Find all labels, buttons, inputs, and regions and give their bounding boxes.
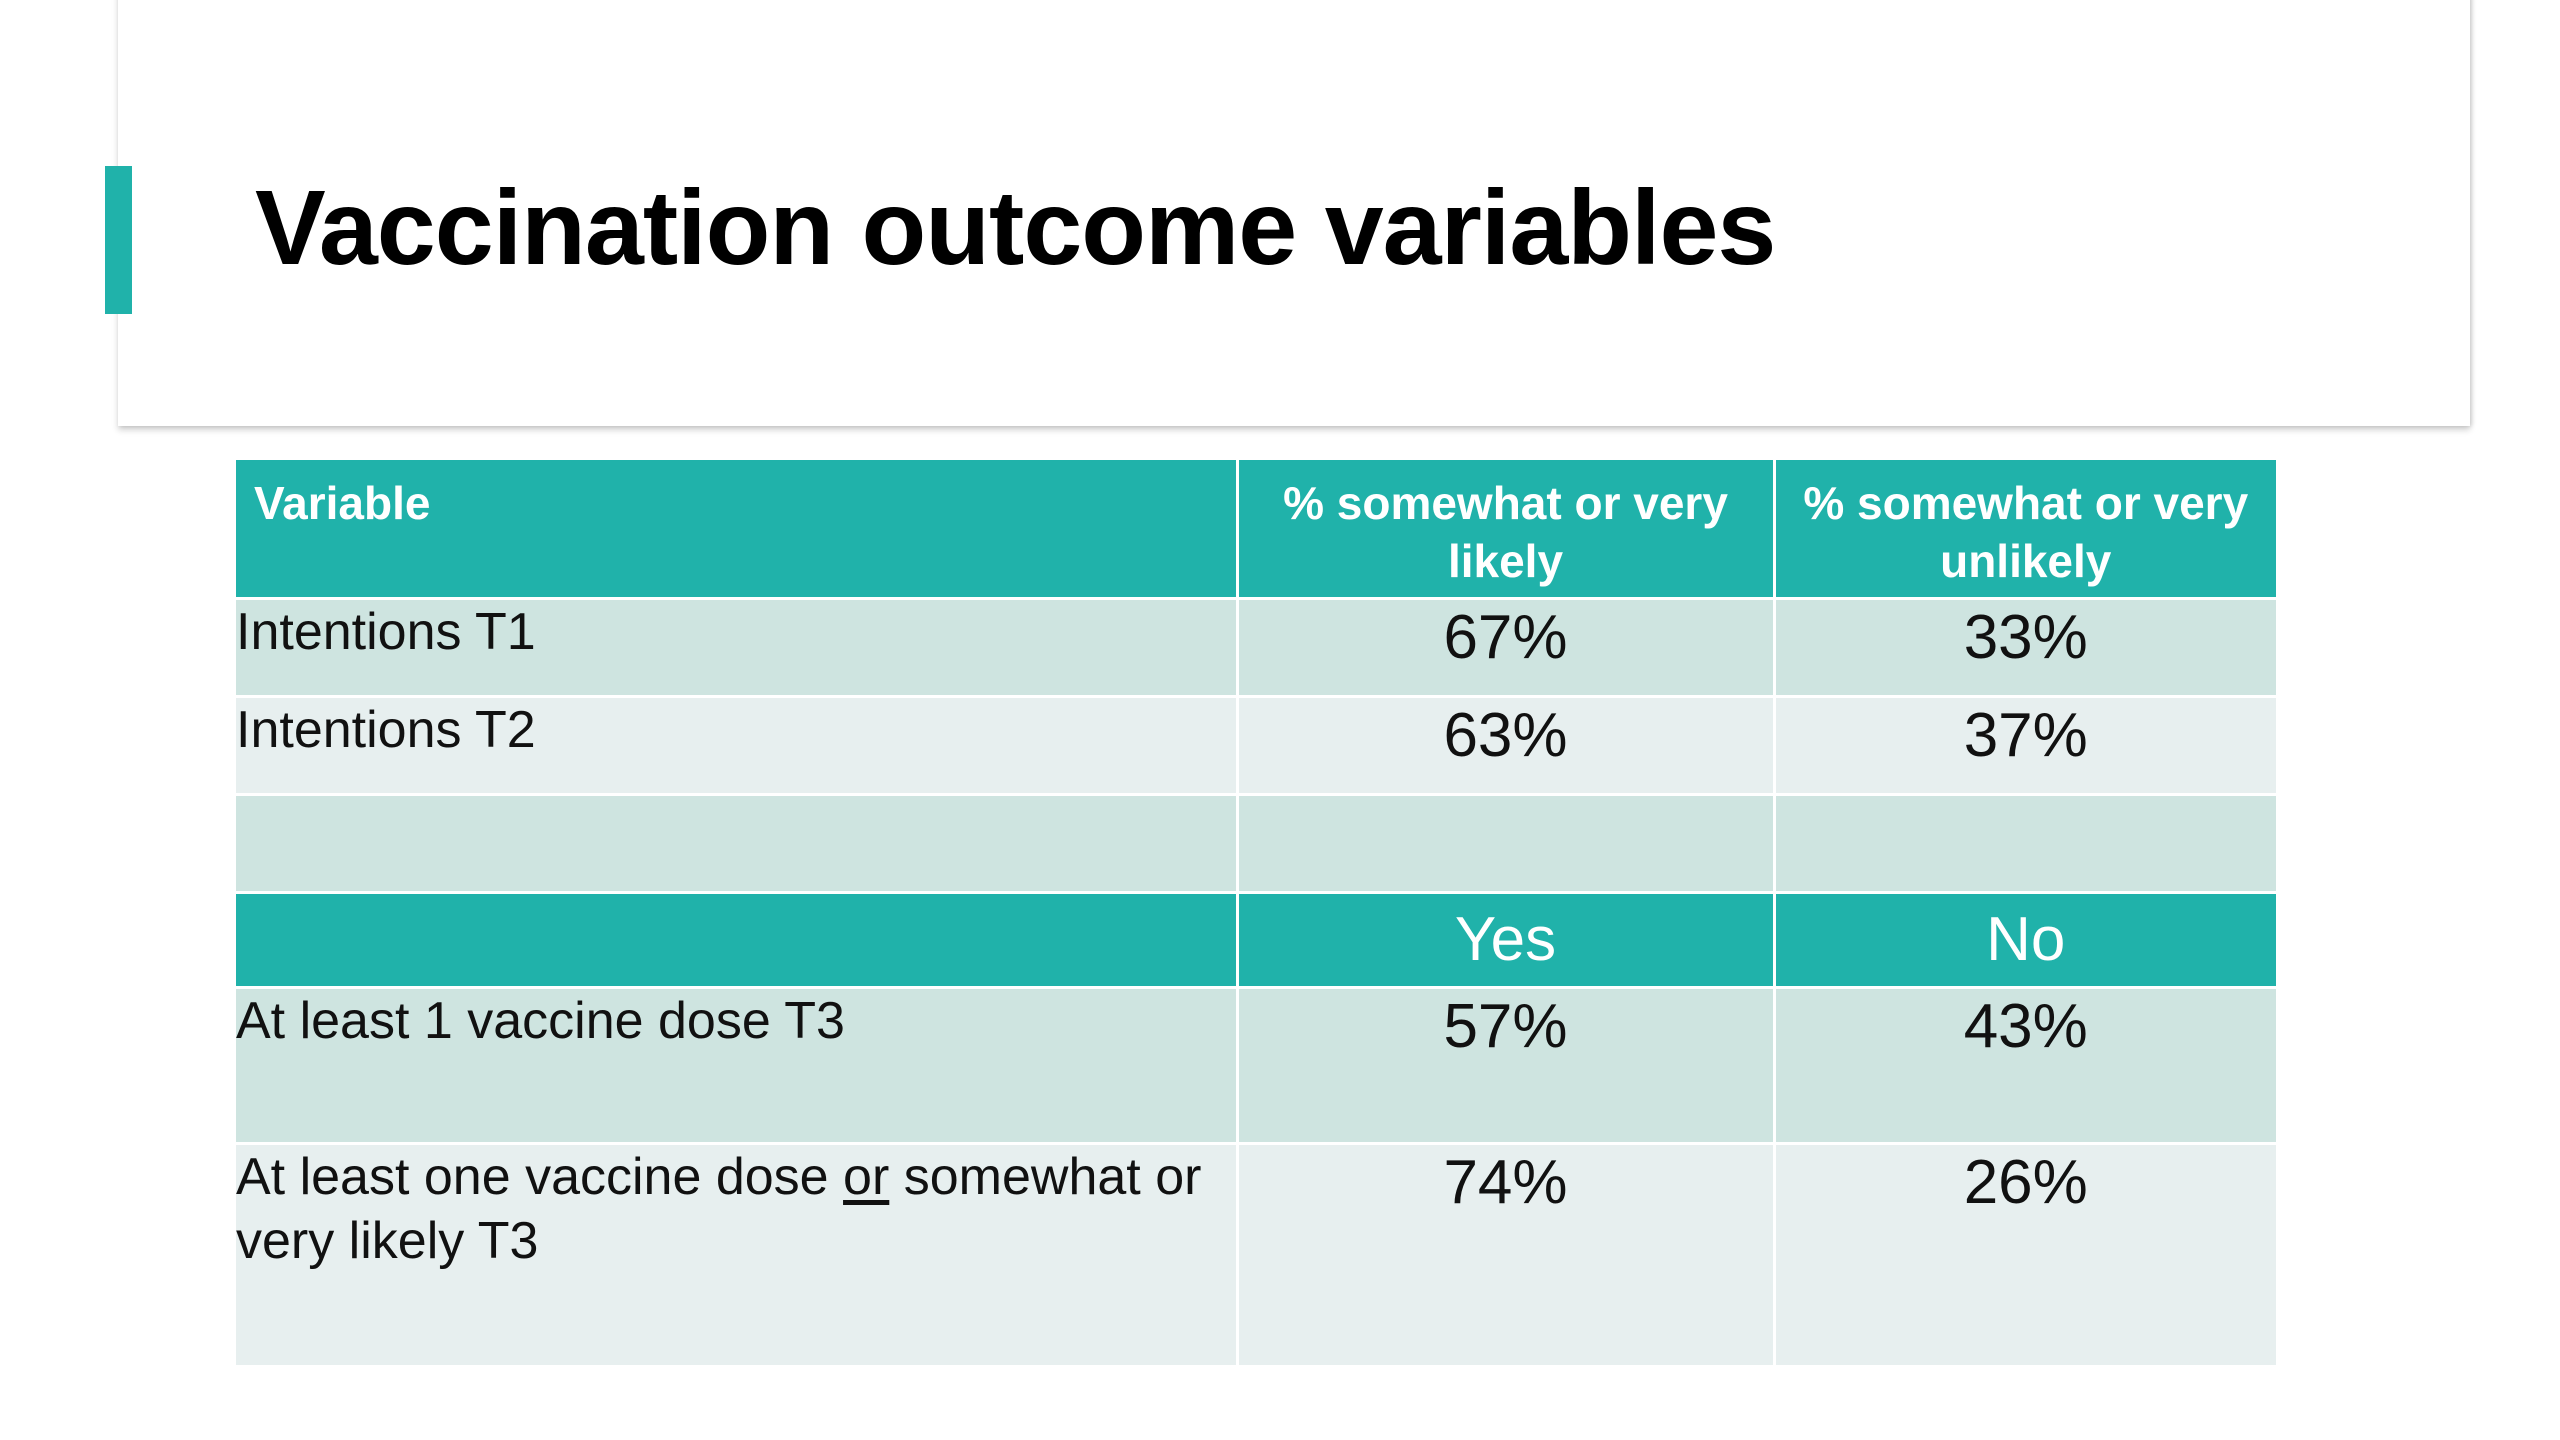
row-label-part2: somewhat or very likely T3 — [236, 1147, 1202, 1270]
slide-title: Vaccination outcome variables — [255, 169, 1776, 287]
row-value-yes: 74% — [1237, 1143, 1776, 1368]
table-row: Intentions T1 67% 33% — [236, 598, 2276, 698]
table-row: Intentions T2 63% 37% — [236, 696, 2276, 796]
subheader-yes: Yes — [1237, 892, 1776, 989]
row-value-unlikely: 33% — [1774, 598, 2276, 698]
title-panel — [118, 0, 2470, 426]
table-row: At least 1 vaccine dose T3 57% 43% — [236, 987, 2276, 1145]
row-label: Intentions T2 — [236, 696, 1239, 796]
row-value-unlikely: 37% — [1774, 696, 2276, 796]
row-value-likely: 67% — [1237, 598, 1776, 698]
row-value-no: 43% — [1774, 987, 2276, 1145]
row-value-likely: 63% — [1237, 696, 1776, 796]
row-label: Intentions T1 — [236, 598, 1239, 698]
row-label-part1: At least one vaccine dose — [236, 1147, 844, 1206]
subheader-no: No — [1774, 892, 2276, 989]
row-label-or: or — [843, 1147, 890, 1206]
subheader-empty-cell — [236, 892, 1239, 989]
empty-cell — [1774, 794, 2276, 894]
table-row: At least one vaccine dose or somewhat or… — [236, 1143, 2276, 1368]
row-label: At least 1 vaccine dose T3 — [236, 987, 1239, 1145]
table-header-row: Variable % somewhat or very likely % som… — [236, 460, 2276, 600]
subheader-row: Yes No — [236, 892, 2276, 989]
outcome-table: Variable % somewhat or very likely % som… — [236, 460, 2276, 1368]
empty-cell — [236, 794, 1239, 894]
title-accent-bar — [105, 166, 132, 314]
empty-cell — [1237, 794, 1776, 894]
empty-row — [236, 794, 2276, 894]
header-unlikely: % somewhat or very unlikely — [1774, 460, 2276, 600]
row-label: At least one vaccine dose or somewhat or… — [236, 1143, 1239, 1368]
row-value-yes: 57% — [1237, 987, 1776, 1145]
header-variable: Variable — [236, 460, 1239, 600]
header-likely: % somewhat or very likely — [1237, 460, 1776, 600]
row-value-no: 26% — [1774, 1143, 2276, 1368]
